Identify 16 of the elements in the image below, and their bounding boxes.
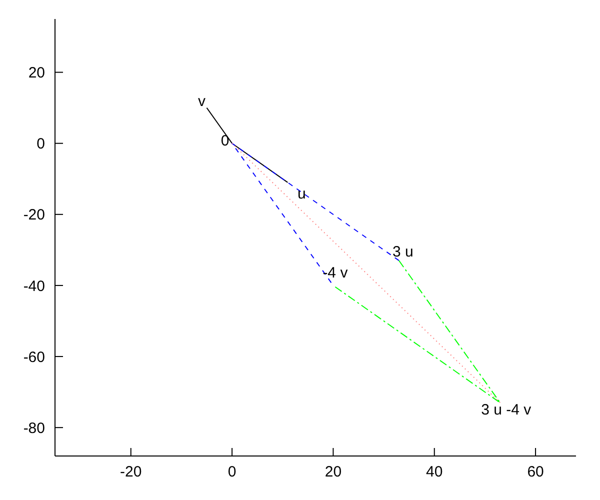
annotation: 3 u -4 v [481, 402, 532, 419]
x-tick-label: 40 [426, 464, 443, 481]
y-tick-label: 0 [36, 136, 45, 153]
y-tick-label: -40 [23, 278, 45, 295]
y-tick-label: -20 [23, 206, 45, 224]
x-tick-label: 20 [324, 464, 342, 481]
annotation: u [298, 185, 306, 202]
annotation: 3 u [392, 244, 414, 261]
y-tick-label: -80 [23, 420, 45, 437]
x-tick-label: 0 [228, 464, 236, 481]
x-tick-label: -20 [120, 464, 142, 481]
annotation: v [198, 92, 206, 110]
annotation: -4 v [322, 264, 348, 282]
y-tick-label: 20 [28, 64, 45, 82]
y-tick-label: -60 [23, 348, 45, 366]
x-tick-label: 60 [527, 464, 544, 481]
